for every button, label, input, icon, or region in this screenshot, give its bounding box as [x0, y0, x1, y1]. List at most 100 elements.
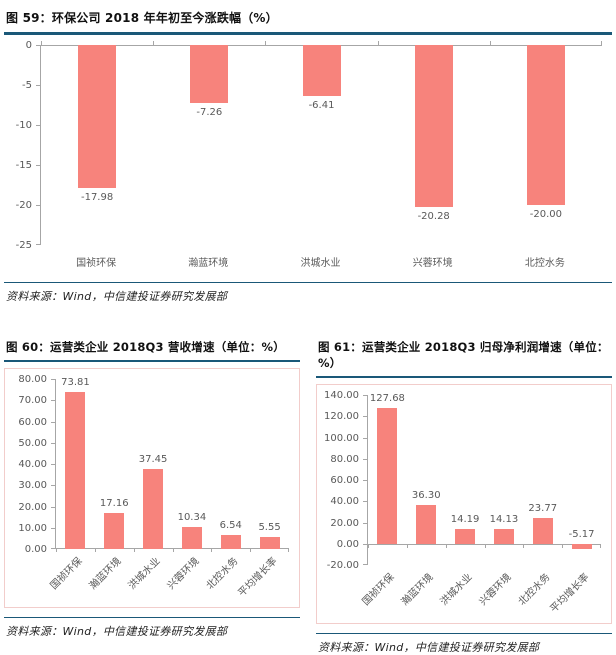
- figure-61-frame: 140.00 120.00 100.00 80.00 60.00 40.00 20.00 0.…: [316, 384, 612, 624]
- value-label: -6.41: [290, 100, 354, 111]
- y-tick-label: 70.00: [18, 394, 47, 407]
- bar-chart-price-change: 0-5-10-15-20-25 -17.98-7.26-6.41-20.28-2…: [4, 45, 612, 273]
- value-label: 73.81: [43, 377, 107, 388]
- category-tick-mark: [153, 41, 154, 45]
- x-category-label: 兴蓉环境: [377, 254, 489, 269]
- x-category-label: 洪城水业: [264, 254, 376, 269]
- value-label: 127.68: [355, 393, 419, 404]
- y-tick-label: 0.00: [337, 538, 359, 551]
- figure-59-title: 图 59：环保公司 2018 年年初至今涨跌幅（%）: [4, 6, 612, 32]
- plot-area: -17.98 -7.26 -6.41 -20.28 -20.00: [40, 45, 602, 245]
- x-axis-labels: 国祯环保瀚蓝环境洪城水业兴蓉环境北控水务平均增长率: [367, 565, 601, 621]
- x-axis-labels: 国祯环保瀚蓝环境洪城水业兴蓉环境北控水务平均增长率: [55, 549, 289, 605]
- value-label: -17.98: [65, 192, 129, 203]
- category-tick-mark: [446, 544, 447, 548]
- bar-瀚蓝环境: [104, 513, 124, 549]
- bar-北控水务: [527, 45, 565, 205]
- y-tick-label: 40.00: [330, 495, 359, 508]
- figure-59-title-rule: [4, 32, 612, 35]
- figure-60-title-rule: [4, 360, 300, 363]
- y-tick-label: 60.00: [330, 474, 359, 487]
- category-tick-mark: [368, 544, 369, 548]
- y-tick-label: -25: [16, 239, 32, 252]
- y-axis: 0-5-10-15-20-25: [4, 45, 40, 273]
- value-label: 17.16: [82, 498, 146, 509]
- category-tick-mark: [562, 544, 563, 548]
- y-tick-label: 10.00: [18, 522, 47, 535]
- y-tick-label: 100.00: [324, 432, 359, 445]
- y-tick-label: 50.00: [18, 437, 47, 450]
- bar-北控水务: [221, 535, 241, 549]
- category-tick-mark: [265, 41, 266, 45]
- figure-59-section: 图 59：环保公司 2018 年年初至今涨跌幅（%） 0-5-10-15-20-…: [4, 6, 612, 304]
- y-tick-label: 20.00: [18, 501, 47, 514]
- x-category-label: 北控水务: [489, 254, 601, 269]
- x-category-label: 瀚蓝环境: [152, 254, 264, 269]
- value-label: -7.26: [177, 107, 241, 118]
- bar-洪城水业: [303, 45, 341, 96]
- y-tick-label: -20: [16, 199, 32, 212]
- x-axis-labels: 国祯环保瀚蓝环境洪城水业兴蓉环境北控水务: [40, 245, 602, 273]
- value-label: 37.45: [121, 454, 185, 465]
- figure-59-source-row: 资料来源：Wind，中信建投证券研究发展部: [4, 282, 612, 304]
- category-tick-mark: [378, 41, 379, 45]
- y-tick-label: -15: [16, 159, 32, 172]
- x-category-label: 国祯环保: [40, 254, 152, 269]
- bar-国祯环保: [377, 408, 397, 544]
- y-tick-label: -20.00: [327, 559, 359, 572]
- figure-61-title-rule: [316, 376, 612, 379]
- category-tick-mark: [601, 41, 602, 45]
- category-tick-mark: [41, 41, 42, 45]
- bar-洪城水业: [143, 469, 163, 549]
- category-tick-mark: [485, 544, 486, 548]
- y-tick-label: -10: [16, 119, 32, 132]
- value-label: -20.28: [402, 211, 466, 222]
- bar-兴蓉环境: [415, 45, 453, 207]
- figure-60-title: 图 60：运营类企业 2018Q3 营收增速（单位：%）: [4, 336, 300, 360]
- y-tick-label: 120.00: [324, 410, 359, 423]
- bar-平均增长率: [572, 544, 592, 549]
- value-label: 14.13: [472, 514, 536, 525]
- value-label: 36.30: [394, 490, 458, 501]
- y-tick-label: 60.00: [18, 416, 47, 429]
- bar-兴蓉环境: [494, 529, 514, 544]
- category-tick-mark: [600, 544, 601, 548]
- y-tick-label: 0.00: [25, 543, 47, 556]
- bar-国祯环保: [65, 392, 85, 549]
- y-tick-label: 0: [26, 39, 32, 52]
- bottom-figures-row: 图 60：运营类企业 2018Q3 营收增速（单位：%） 80.00 70.00 6…: [4, 336, 612, 655]
- category-tick-mark: [407, 544, 408, 548]
- value-label: 5.55: [238, 522, 302, 533]
- value-label: 23.77: [511, 503, 575, 514]
- bar-洪城水业: [455, 529, 475, 544]
- value-label: -5.17: [550, 529, 614, 540]
- source-text: 资料来源：Wind，中信建投证券研究发展部: [318, 639, 610, 655]
- y-tick-label: 40.00: [18, 458, 47, 471]
- figure-61-title: 图 61：运营类企业 2018Q3 归母净利润增速（单位：%）: [316, 336, 612, 376]
- category-tick-mark: [490, 41, 491, 45]
- y-tick-label: 30.00: [18, 479, 47, 492]
- y-tick-label: 80.00: [330, 453, 359, 466]
- bar-国祯环保: [78, 45, 116, 189]
- source-text: 资料来源：Wind，中信建投证券研究发展部: [6, 623, 298, 639]
- bar-瀚蓝环境: [190, 45, 228, 103]
- figure-61-source-row: 资料来源：Wind，中信建投证券研究发展部: [316, 633, 612, 655]
- figure-60-source-row: 资料来源：Wind，中信建投证券研究发展部: [4, 617, 300, 639]
- category-tick-mark: [523, 544, 524, 548]
- y-tick-label: 20.00: [330, 517, 359, 530]
- y-tick-label: -5: [22, 79, 32, 92]
- bar-平均增长率: [260, 537, 280, 549]
- y-tick-label: 140.00: [324, 389, 359, 402]
- value-label: -20.00: [514, 209, 578, 220]
- source-text: 资料来源：Wind，中信建投证券研究发展部: [6, 288, 610, 304]
